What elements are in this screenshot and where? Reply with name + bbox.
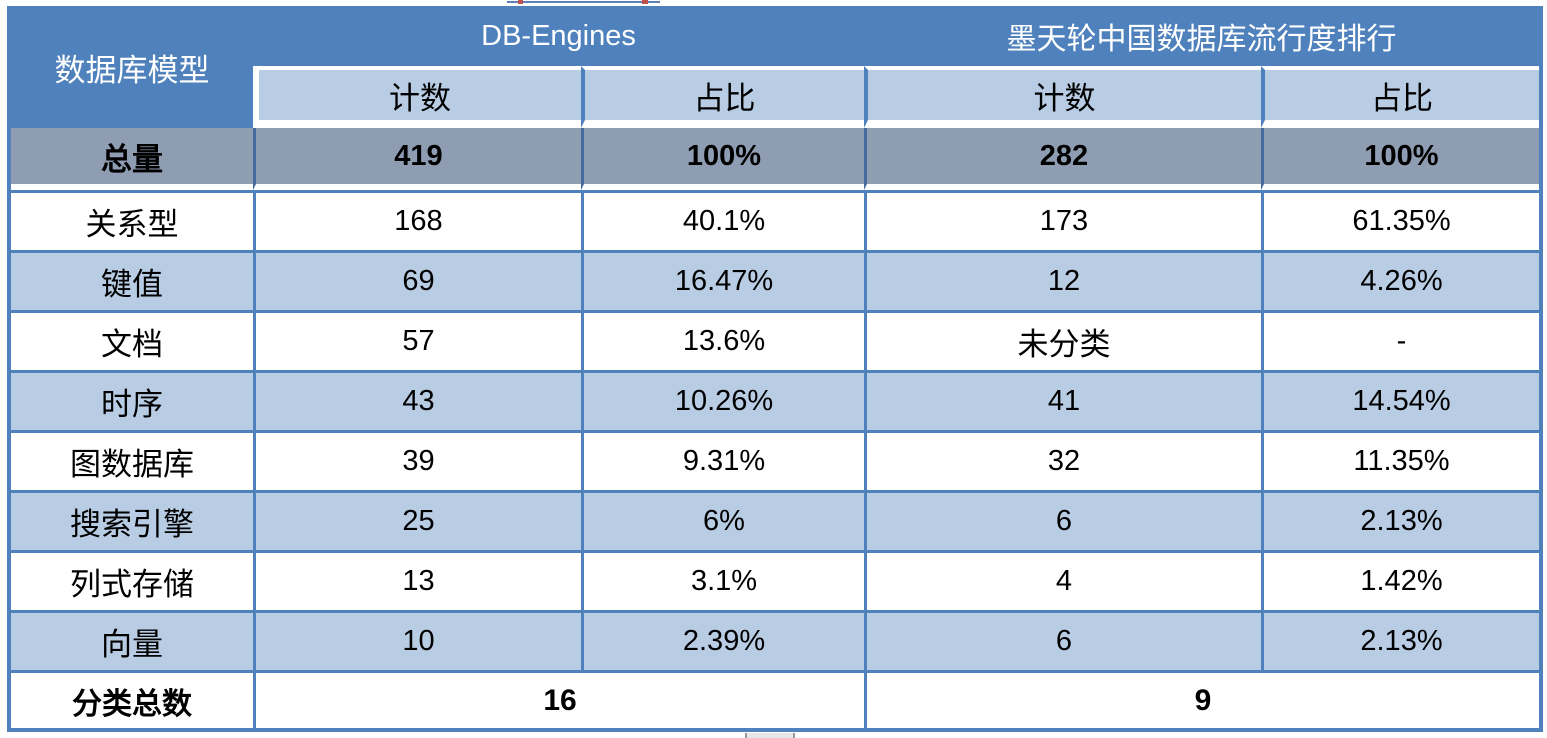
column-header-model: 数据库模型 — [11, 6, 253, 128]
database-model-comparison-table: 数据库模型 DB-Engines 墨天轮中国数据库流行度排行 计数 占比 计数 … — [7, 6, 1543, 732]
group-header-db-engines: DB-Engines — [253, 6, 864, 66]
cell-mt-count: 32 — [864, 430, 1261, 490]
row-label: 图数据库 — [11, 430, 253, 490]
cell-de-count: 69 — [253, 250, 581, 310]
cell-mt-share: 1.42% — [1261, 550, 1539, 610]
footer-mt-total: 9 — [864, 670, 1539, 728]
total-mt-share: 100% — [1261, 128, 1539, 190]
cell-de-share: 6% — [581, 490, 864, 550]
total-mt-count: 282 — [864, 128, 1261, 190]
cell-de-share: 16.47% — [581, 250, 864, 310]
cell-mt-share: 14.54% — [1261, 370, 1539, 430]
cell-de-share: 3.1% — [581, 550, 864, 610]
cell-mt-share: - — [1261, 310, 1539, 370]
cell-mt-share: 61.35% — [1261, 190, 1539, 250]
cell-de-count: 43 — [253, 370, 581, 430]
cell-de-count: 10 — [253, 610, 581, 670]
cell-mt-share: 11.35% — [1261, 430, 1539, 490]
subheader-de-count: 计数 — [253, 66, 581, 128]
cropped-underline-artifact — [507, 1, 660, 3]
cell-mt-count: 12 — [864, 250, 1261, 310]
cell-mt-count: 6 — [864, 610, 1261, 670]
cropped-red-text-artifact-right — [642, 0, 648, 4]
cell-mt-count: 173 — [864, 190, 1261, 250]
cell-de-share: 2.39% — [581, 610, 864, 670]
total-row-label: 总量 — [11, 128, 253, 190]
row-label: 搜索引擎 — [11, 490, 253, 550]
cell-de-share: 10.26% — [581, 370, 864, 430]
cell-mt-count: 4 — [864, 550, 1261, 610]
row-label: 时序 — [11, 370, 253, 430]
cropped-red-text-artifact-left — [518, 0, 523, 4]
cell-de-count: 57 — [253, 310, 581, 370]
cell-mt-share: 2.13% — [1261, 610, 1539, 670]
cell-mt-count: 6 — [864, 490, 1261, 550]
horizontal-scrollbar-thumb[interactable] — [745, 733, 795, 738]
subheader-mt-share: 占比 — [1261, 66, 1539, 128]
cell-mt-share: 4.26% — [1261, 250, 1539, 310]
subheader-de-share: 占比 — [581, 66, 864, 128]
cell-de-share: 13.6% — [581, 310, 864, 370]
cell-mt-count: 41 — [864, 370, 1261, 430]
footer-de-total: 16 — [253, 670, 864, 728]
cell-de-count: 13 — [253, 550, 581, 610]
row-label: 关系型 — [11, 190, 253, 250]
total-de-count: 419 — [253, 128, 581, 190]
row-label: 键值 — [11, 250, 253, 310]
subheader-mt-count: 计数 — [864, 66, 1261, 128]
row-label: 文档 — [11, 310, 253, 370]
cell-mt-share: 2.13% — [1261, 490, 1539, 550]
group-header-motianlun: 墨天轮中国数据库流行度排行 — [864, 6, 1539, 66]
cell-de-share: 9.31% — [581, 430, 864, 490]
cell-de-count: 168 — [253, 190, 581, 250]
row-label: 列式存储 — [11, 550, 253, 610]
cell-de-share: 40.1% — [581, 190, 864, 250]
footer-row-label: 分类总数 — [11, 670, 253, 728]
cell-mt-count: 未分类 — [864, 310, 1261, 370]
row-label: 向量 — [11, 610, 253, 670]
total-de-share: 100% — [581, 128, 864, 190]
cell-de-count: 25 — [253, 490, 581, 550]
cell-de-count: 39 — [253, 430, 581, 490]
